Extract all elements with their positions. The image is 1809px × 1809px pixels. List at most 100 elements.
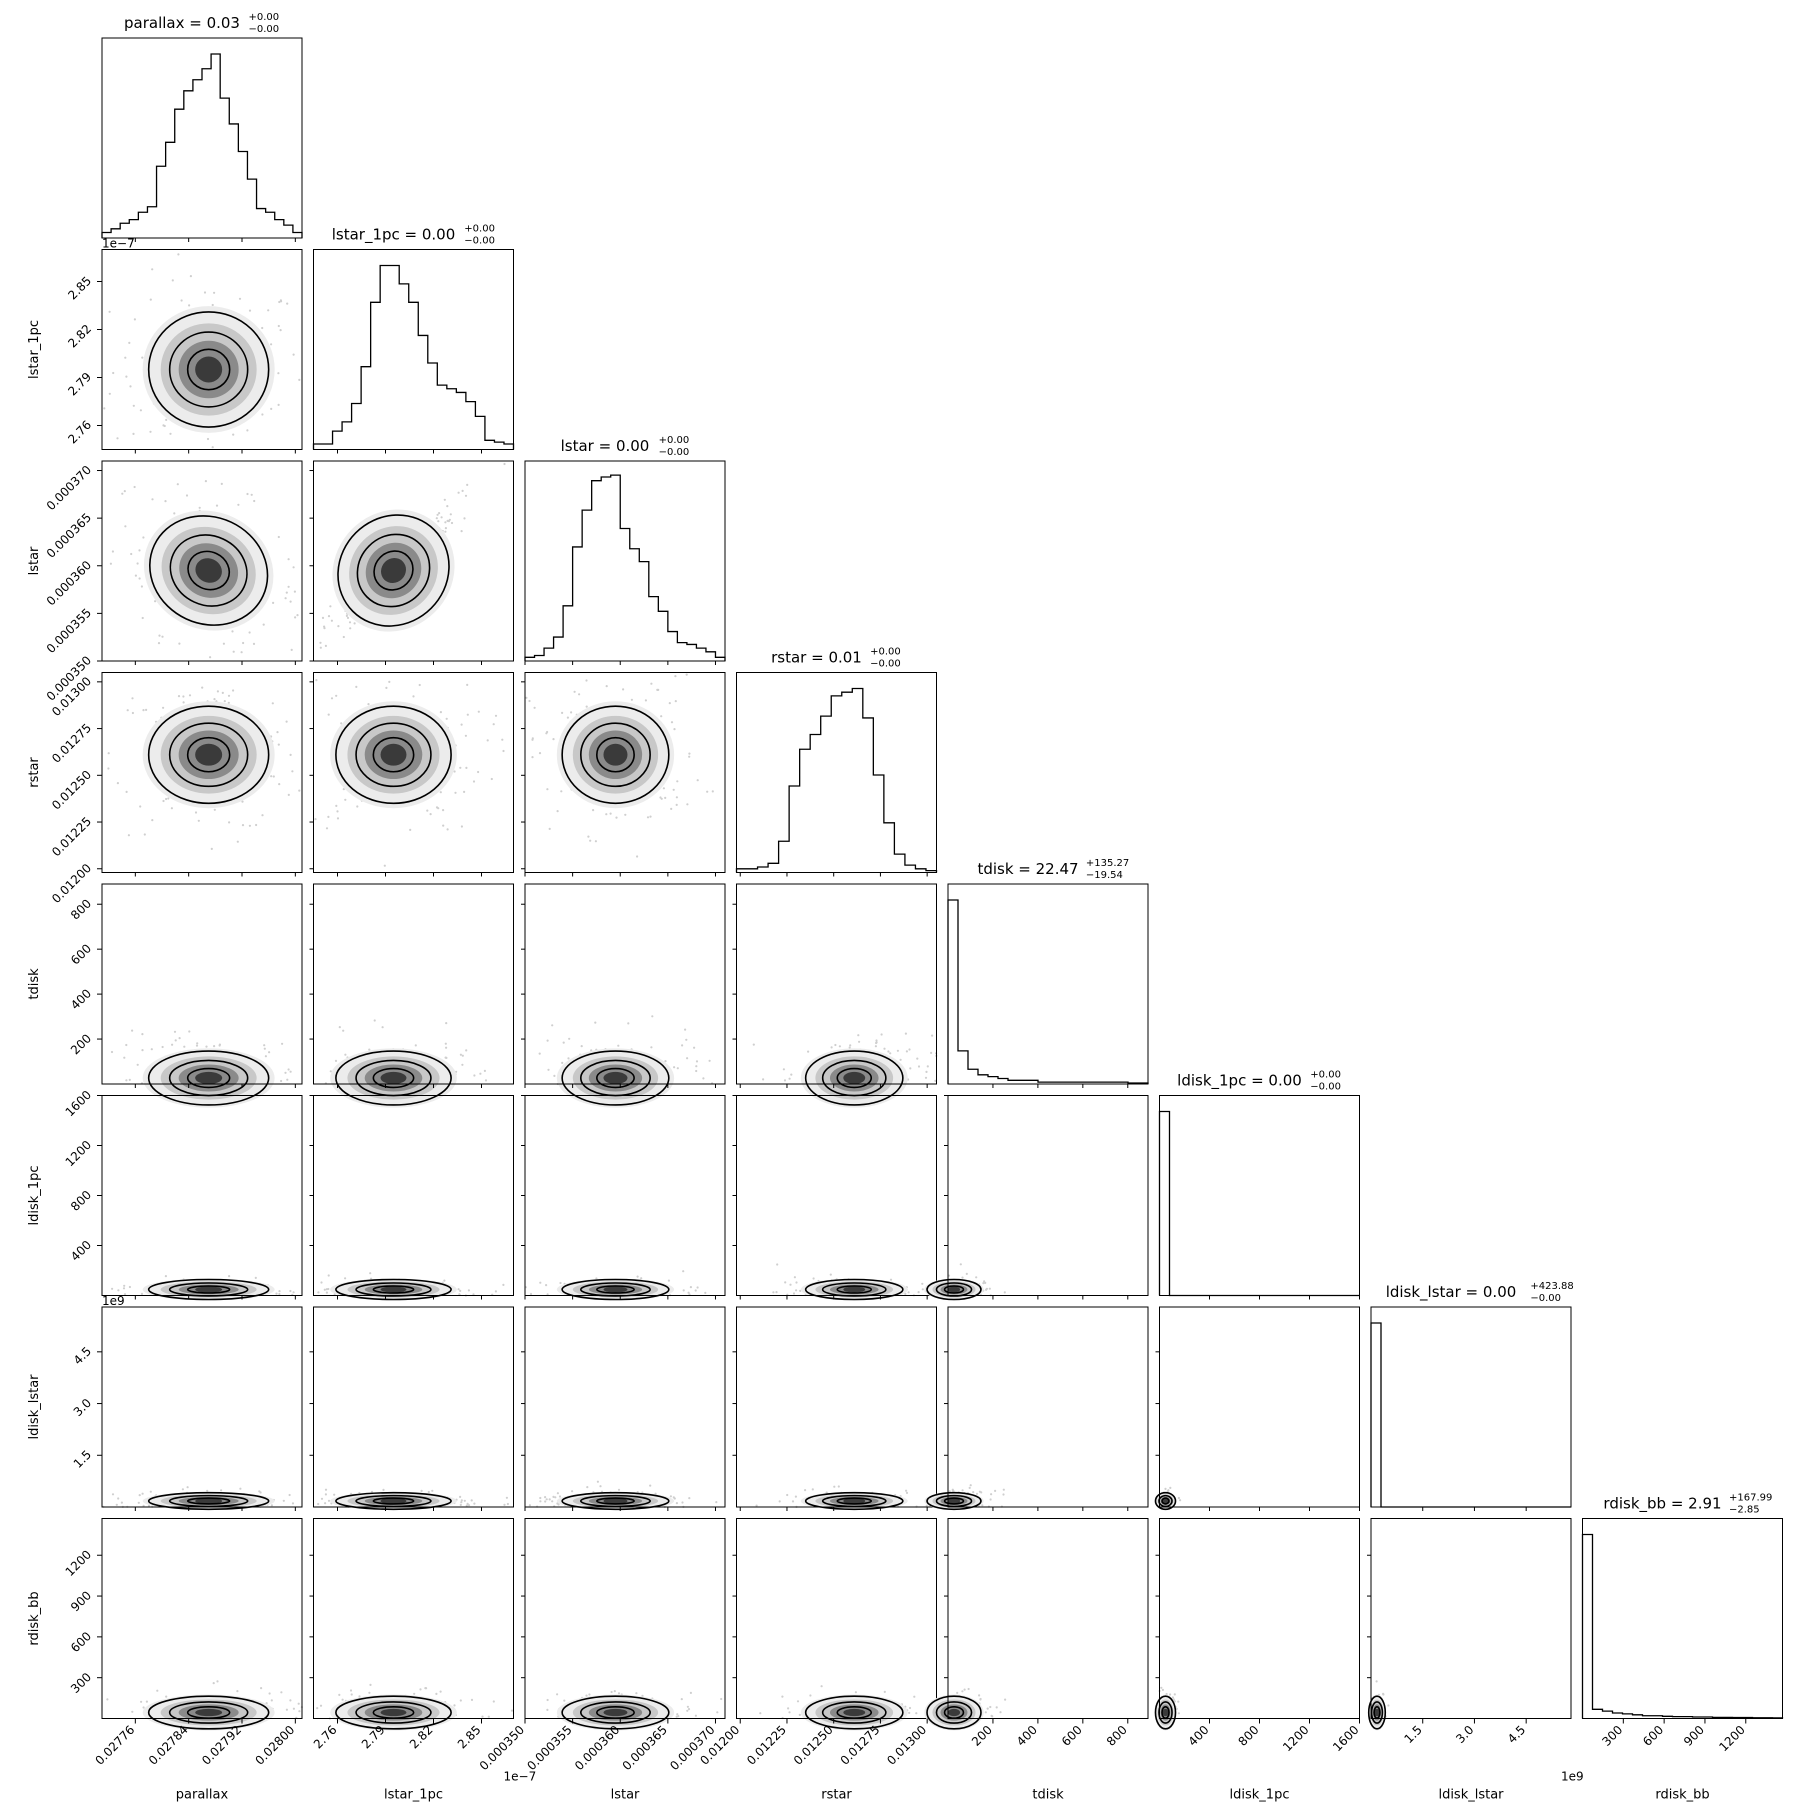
sample-point <box>445 1056 448 1059</box>
contour-line <box>836 1497 873 1505</box>
sample-point <box>136 1063 139 1066</box>
sample-point <box>368 1691 371 1694</box>
sample-point <box>220 1489 223 1492</box>
panel-rdisk_bb-vs-rdisk_bb: rdisk_bb = 2.91 +167.99−2.85 <box>1581 1493 1784 1719</box>
sample-point <box>330 697 334 700</box>
contour-line <box>1154 1695 1177 1730</box>
sample-point <box>875 1041 878 1044</box>
y-axis-label: rdisk_bb <box>27 1591 42 1645</box>
panel-parallax-vs-parallax: parallax = 0.03 +0.00−0.00 <box>101 12 303 239</box>
density-level <box>195 1498 223 1504</box>
sample-point <box>285 591 288 594</box>
sample-point <box>506 1502 509 1506</box>
sample-point <box>544 1496 547 1499</box>
sample-point <box>280 1079 283 1083</box>
sample-point <box>286 1078 289 1081</box>
contour-line <box>147 705 270 805</box>
sample-point <box>163 424 166 428</box>
sample-point <box>659 796 662 799</box>
contour-line <box>804 1050 904 1106</box>
x-tick-label: 4.5 <box>1505 1723 1528 1746</box>
density-level <box>195 356 223 383</box>
sample-point <box>412 695 415 698</box>
sample-point <box>560 790 563 793</box>
sample-point <box>143 833 146 836</box>
sample-point <box>128 1078 131 1081</box>
sample-point <box>657 688 660 692</box>
sample-point <box>349 627 352 630</box>
sample-point <box>236 840 239 843</box>
sample-point <box>857 1034 860 1037</box>
panel-ldisk_lstar-vs-lstar <box>524 1306 726 1511</box>
title-rdisk_bb: rdisk_bb = 2.91 +167.99−2.85 <box>1603 1493 1772 1516</box>
y-axis-label: ldisk_1pc <box>27 1166 42 1226</box>
panel-lstar-vs-lstar: lstar = 0.00 +0.00−0.00 <box>524 435 726 662</box>
sample-point <box>323 625 326 628</box>
sample-point <box>538 1052 541 1055</box>
x-tick-label: 800 <box>1236 1723 1262 1749</box>
title-parallax: parallax = 0.03 +0.00−0.00 <box>124 12 279 35</box>
x-tick-label: 0.02784 <box>146 1723 191 1768</box>
sample-point <box>689 1691 693 1694</box>
sample-point <box>334 1059 338 1062</box>
sample-point <box>240 651 243 654</box>
sample-point <box>453 770 456 773</box>
sample-point <box>899 1058 902 1061</box>
sample-point <box>388 680 391 684</box>
sample-point <box>162 706 165 709</box>
sample-point <box>483 1069 486 1072</box>
sample-point <box>267 309 270 312</box>
sample-point <box>880 1033 883 1036</box>
panel-frame <box>736 1518 937 1719</box>
sample-point <box>934 1079 937 1082</box>
sample-point <box>681 1501 684 1504</box>
sample-point <box>116 437 119 440</box>
sample-point <box>696 779 699 782</box>
panel-frame <box>947 1518 1149 1719</box>
sample-point <box>287 585 290 588</box>
sample-point <box>164 500 167 503</box>
sample-point <box>538 752 542 755</box>
sample-point <box>782 1068 786 1071</box>
sample-point <box>188 694 192 697</box>
sample-point <box>858 1040 861 1043</box>
contour-line <box>821 1701 887 1724</box>
sample-point <box>578 693 581 696</box>
sample-point <box>293 590 296 593</box>
sample-point <box>139 805 142 808</box>
sample-point <box>125 1079 128 1082</box>
sample-point <box>1173 1693 1176 1696</box>
sample-point <box>829 1273 832 1276</box>
sample-point <box>790 1073 793 1076</box>
sample-point <box>292 566 295 569</box>
sample-point <box>151 268 154 271</box>
sample-point <box>439 711 442 714</box>
sample-point <box>669 1495 673 1498</box>
sample-point <box>212 1682 215 1685</box>
sample-point <box>457 1288 460 1291</box>
sample-point <box>1387 1704 1390 1707</box>
panel-frame <box>524 1306 726 1508</box>
panel-frame <box>947 1095 1149 1296</box>
title-lstar_1pc-main: lstar_1pc = 0.00 <box>332 226 456 245</box>
sample-point <box>358 1695 361 1698</box>
y-tick-label: 0.000370 <box>44 463 94 513</box>
sample-point <box>630 698 634 701</box>
y-axis-label: lstar <box>27 546 42 575</box>
sample-point <box>174 1039 177 1042</box>
sample-point <box>137 1501 140 1504</box>
sample-point <box>201 686 204 689</box>
panel-frame <box>736 883 937 1085</box>
sample-point <box>528 1504 532 1507</box>
sample-point <box>547 1068 550 1071</box>
sample-point <box>545 1498 548 1501</box>
x-tick-label: 1.5 <box>1401 1723 1424 1746</box>
sample-point <box>368 1048 371 1051</box>
contour-line <box>372 736 415 773</box>
title-lstar_1pc: lstar_1pc = 0.00 +0.00−0.00 <box>332 224 495 247</box>
sample-point <box>232 689 235 692</box>
sample-point <box>635 1692 638 1695</box>
sample-point <box>968 1486 971 1489</box>
y-tick-label: 2.82 <box>65 322 94 351</box>
sample-point <box>120 1501 123 1504</box>
